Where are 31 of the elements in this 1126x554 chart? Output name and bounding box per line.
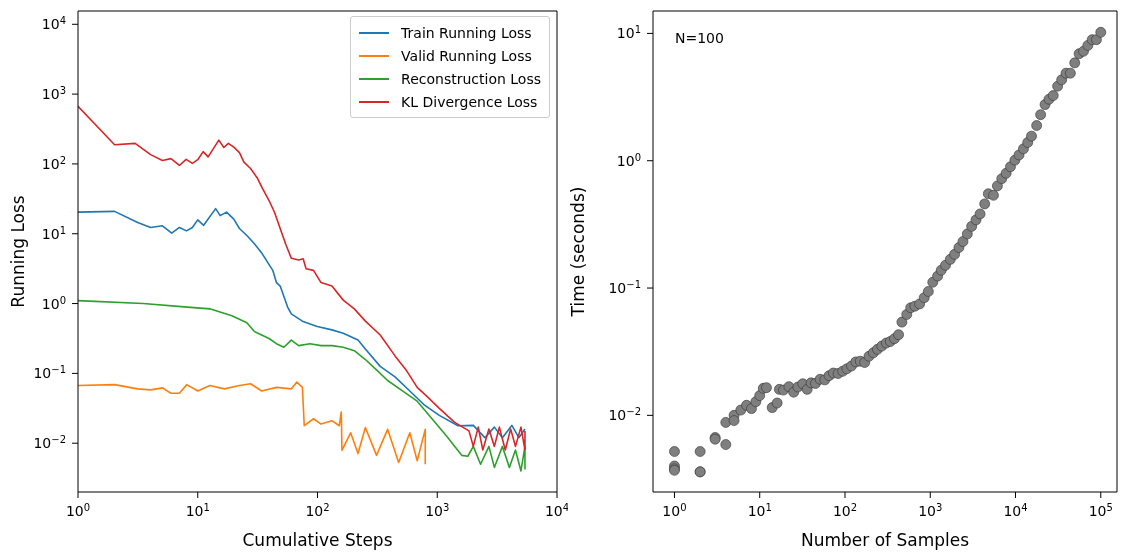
y-tick-label: 10$^{−2}$ — [608, 405, 641, 424]
annotation: N=100 — [675, 30, 724, 46]
x-tick-label: 10$^{2}$ — [305, 501, 330, 519]
x-tick-label: 10$^{5}$ — [1088, 501, 1113, 519]
x-axis-title: Cumulative Steps — [242, 530, 393, 550]
y-axis-title: Time (seconds) — [568, 186, 589, 318]
x-tick-label: 10$^{1}$ — [747, 501, 772, 519]
legend-label: Valid Running Loss — [401, 47, 532, 64]
y-tick-label: 10$^{−2}$ — [33, 433, 66, 452]
y-tick-label: 10$^{1}$ — [41, 224, 66, 242]
x-tick-label: 10$^{1}$ — [185, 501, 210, 519]
legend-label: KL Divergence Loss — [401, 93, 538, 110]
y-tick-label: 10$^{0}$ — [616, 151, 641, 169]
legend-label: Train Running Loss — [401, 24, 532, 41]
y-tick-label: 10$^{3}$ — [41, 84, 66, 103]
x-axis-title: Number of Samples — [800, 530, 970, 550]
x-tick-label: 10$^{3}$ — [918, 501, 943, 519]
x-tick-label: 10$^{4}$ — [544, 501, 570, 519]
x-tick-label: 10$^{0}$ — [65, 501, 91, 519]
y-tick-label: 10$^{0}$ — [41, 294, 66, 312]
legend-label: Reconstruction Loss — [401, 70, 541, 87]
x-tick-label: 10$^{3}$ — [425, 501, 450, 519]
y-tick-label: 10$^{4}$ — [41, 14, 66, 33]
y-tick-label: 10$^{1}$ — [616, 23, 641, 42]
y-tick-label: 10$^{−1}$ — [33, 363, 66, 382]
y-tick-label: 10$^{2}$ — [41, 154, 66, 172]
x-tick-label: 10$^{2}$ — [832, 501, 858, 519]
x-tick-label: 10$^{4}$ — [1003, 501, 1028, 519]
y-tick-label: 10$^{−1}$ — [608, 278, 641, 297]
y-axis-title: Running Loss — [8, 195, 29, 308]
x-tick-label: 10$^{0}$ — [662, 501, 687, 519]
